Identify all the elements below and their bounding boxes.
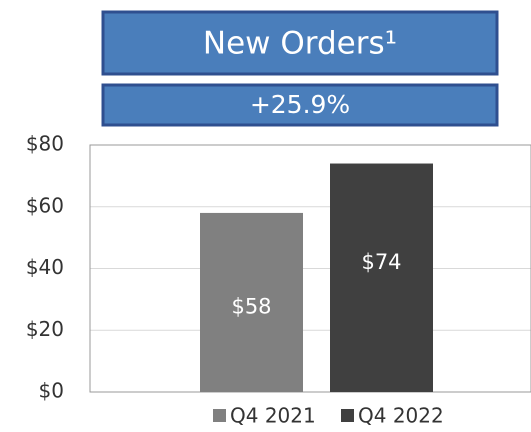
chart-subtitle: +25.9% — [250, 90, 350, 119]
y-tick-label: $60 — [26, 193, 64, 217]
plot-border — [89, 144, 531, 393]
y-tick-label: $40 — [26, 255, 64, 279]
subtitle-box — [101, 83, 499, 127]
chart-title: New Orders¹ — [203, 26, 397, 62]
data-label: $74 — [361, 250, 401, 274]
legend-swatch — [213, 409, 226, 422]
bar — [330, 163, 433, 392]
y-tick-label: $0 — [39, 379, 64, 403]
title-box — [101, 10, 499, 76]
legend-label: Q4 2022 — [358, 404, 444, 428]
data-label: $58 — [231, 294, 271, 318]
y-tick-label: $80 — [26, 132, 64, 156]
y-tick-label: $20 — [26, 317, 64, 341]
legend-swatch — [341, 409, 354, 422]
legend-label: Q4 2021 — [230, 404, 316, 428]
bar — [200, 212, 303, 392]
